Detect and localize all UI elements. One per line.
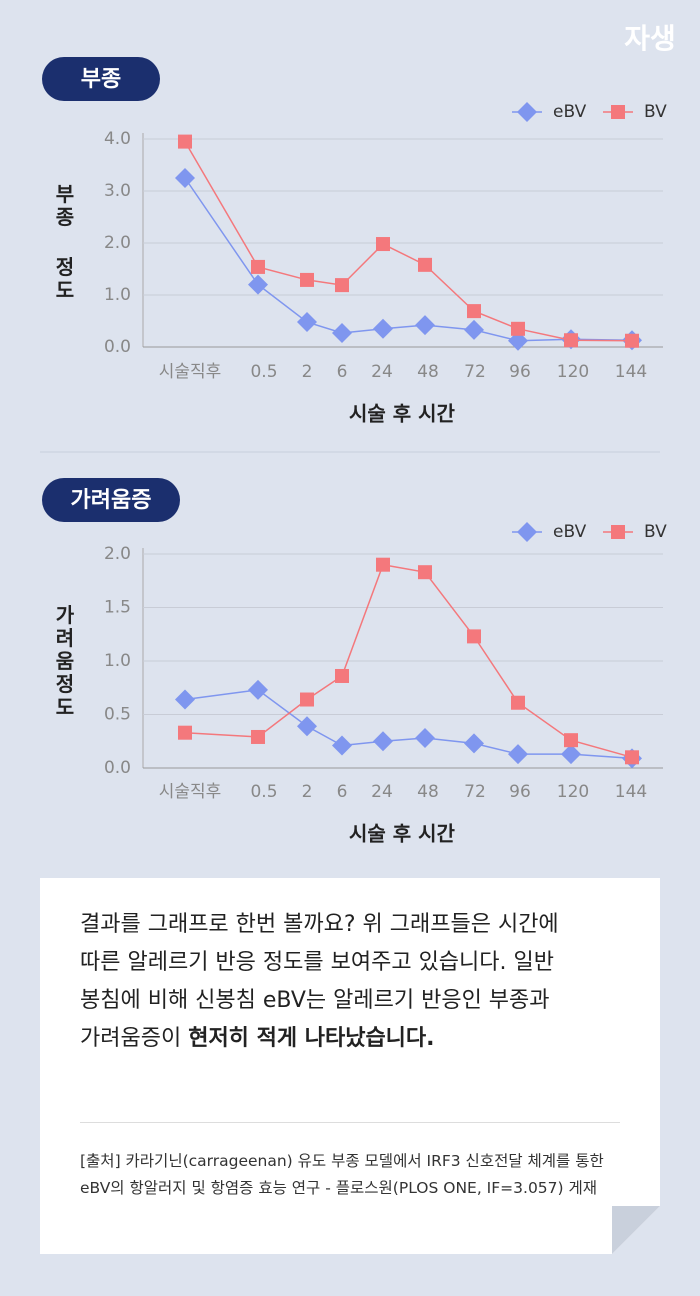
data-point bbox=[332, 322, 352, 343]
legend-marker bbox=[517, 522, 537, 542]
data-point bbox=[297, 312, 317, 333]
title-pill bbox=[42, 478, 180, 522]
x-tick-label: 시술직후 bbox=[159, 362, 222, 382]
legend-marker bbox=[517, 102, 537, 122]
data-point bbox=[625, 333, 639, 348]
data-point bbox=[251, 259, 265, 274]
page-fold bbox=[612, 1206, 660, 1254]
source: [출처] 카라기닌(carrageenan) 유도 부종 모델에서 IRF3 신… bbox=[80, 1152, 604, 1197]
data-point bbox=[297, 716, 317, 737]
data-point bbox=[373, 318, 393, 339]
y-tick-label: 1.0 bbox=[104, 651, 131, 671]
x-tick-label: 120 bbox=[557, 362, 589, 382]
series-line bbox=[184, 141, 633, 342]
data-point bbox=[511, 695, 525, 710]
charts: 자생 부종 0.0 1.0 2.0 3.0 4.0 시술직후 0.5 2 6 24 48 72 96 120… bbox=[40, 22, 676, 846]
text-box: 결과를 그래프로 한번 볼까요? 위 그래프들은 시간에 따른 알레르기 반응 … bbox=[40, 878, 660, 1254]
x-tick-label: 0.5 bbox=[250, 362, 277, 382]
x-tick-label: 48 bbox=[417, 362, 439, 382]
data-point bbox=[373, 731, 393, 752]
y-tick-label: 0.0 bbox=[104, 337, 131, 357]
legend-label: eBV bbox=[553, 522, 587, 542]
data-point bbox=[376, 557, 390, 572]
x-tick-label: 144 bbox=[615, 362, 647, 382]
data-point bbox=[564, 333, 578, 348]
intro: 결과를 그래프로 한번 볼까요? 위 그래프들은 시간에 따른 알레르기 반응 … bbox=[80, 912, 559, 1051]
data-point bbox=[464, 733, 484, 754]
x-axis-label: 시술 후 시간 bbox=[349, 822, 456, 846]
data-point bbox=[178, 134, 192, 149]
legend-label: eBV bbox=[553, 102, 587, 122]
brand: 자생 bbox=[624, 22, 676, 55]
x-tick-label: 120 bbox=[557, 782, 589, 802]
x-tick-label: 시술직후 bbox=[159, 782, 222, 802]
paragraph: 결과를 그래프로 한번 볼까요? 위 그래프들은 시간에 따른 알레르기 반응 … bbox=[80, 906, 600, 1058]
data-point bbox=[300, 272, 314, 287]
legend-marker bbox=[611, 105, 625, 119]
series-line bbox=[184, 177, 633, 342]
x-tick-label: 2 bbox=[302, 782, 313, 802]
y-tick-label: 2.0 bbox=[104, 544, 131, 564]
data-point bbox=[511, 321, 525, 336]
x-tick-label: 48 bbox=[417, 782, 439, 802]
data-point bbox=[335, 668, 349, 683]
y-axis-label: 부종 정도 bbox=[52, 183, 76, 302]
series-line bbox=[184, 689, 633, 760]
y-tick-label: 1.5 bbox=[104, 598, 131, 618]
data-point bbox=[251, 729, 265, 744]
data-point bbox=[564, 733, 578, 748]
data-point bbox=[178, 725, 192, 740]
data-point bbox=[415, 315, 435, 336]
x-tick-label: 72 bbox=[464, 362, 486, 382]
chart-title: 부종 bbox=[81, 67, 121, 92]
x-tick-label: 144 bbox=[615, 782, 647, 802]
y-tick-label: 4.0 bbox=[104, 129, 131, 149]
divider bbox=[80, 1122, 620, 1123]
y-axis-label: 가려움정도 bbox=[52, 604, 76, 719]
x-tick-label: 96 bbox=[509, 362, 531, 382]
x-tick-label: 24 bbox=[371, 362, 393, 382]
data-point bbox=[376, 237, 390, 252]
data-point bbox=[464, 319, 484, 340]
data-point bbox=[467, 304, 481, 319]
legend-label: BV bbox=[644, 522, 667, 542]
y-tick-label: 1.0 bbox=[104, 285, 131, 305]
x-axis-label: 시술 후 시간 bbox=[349, 402, 456, 426]
data-point bbox=[248, 274, 268, 295]
title-pill bbox=[42, 57, 160, 101]
x-tick-label: 72 bbox=[464, 782, 486, 802]
data-point bbox=[175, 168, 195, 188]
y-tick-label: 3.0 bbox=[104, 181, 131, 201]
data-point bbox=[561, 744, 581, 765]
x-tick-label: 0.5 bbox=[250, 782, 277, 802]
data-point bbox=[332, 735, 352, 756]
x-tick-label: 6 bbox=[337, 362, 348, 382]
data-point bbox=[467, 629, 481, 644]
x-tick-label: 96 bbox=[509, 782, 531, 802]
data-point bbox=[415, 728, 435, 749]
data-point bbox=[335, 278, 349, 293]
chart-title: 가려움증 bbox=[71, 488, 152, 513]
x-tick-label: 24 bbox=[371, 782, 393, 802]
data-point bbox=[508, 744, 528, 765]
y-tick-label: 0.0 bbox=[104, 758, 131, 778]
emphasis: 현저히 적게 나타났습니다. bbox=[188, 1026, 435, 1051]
data-point bbox=[418, 257, 432, 272]
data-point bbox=[625, 750, 639, 765]
data-point bbox=[300, 692, 314, 707]
legend-label: BV bbox=[644, 102, 667, 122]
data-point bbox=[418, 565, 432, 580]
series-line bbox=[184, 563, 633, 759]
y-tick-label: 0.5 bbox=[104, 705, 131, 725]
data-point bbox=[175, 689, 195, 710]
x-tick-label: 6 bbox=[337, 782, 348, 802]
data-point bbox=[248, 679, 268, 700]
x-tick-label: 2 bbox=[302, 362, 313, 382]
y-tick-label: 2.0 bbox=[104, 233, 131, 253]
legend-marker bbox=[611, 525, 625, 539]
